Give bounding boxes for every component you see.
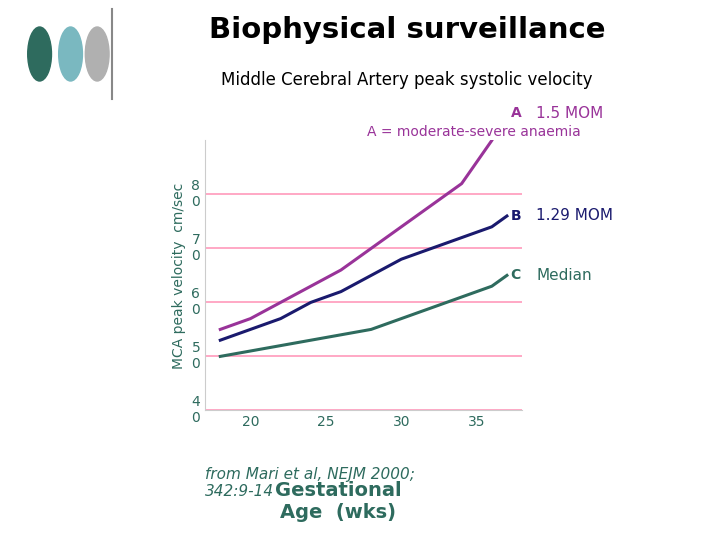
- Text: C: C: [510, 268, 521, 282]
- Text: 1.29 MOM: 1.29 MOM: [536, 208, 613, 224]
- Text: A: A: [510, 106, 521, 120]
- Ellipse shape: [59, 27, 82, 81]
- Text: 1.5 MOM: 1.5 MOM: [536, 106, 603, 121]
- Ellipse shape: [27, 27, 52, 81]
- Text: Median: Median: [536, 268, 592, 283]
- Y-axis label: MCA peak velocity  cm/sec: MCA peak velocity cm/sec: [172, 183, 186, 368]
- Text: B: B: [510, 209, 521, 223]
- Text: B = mild anaemia: B = mild anaemia: [367, 158, 492, 172]
- Text: Biophysical surveillance: Biophysical surveillance: [209, 16, 605, 44]
- Text: Middle Cerebral Artery peak systolic velocity: Middle Cerebral Artery peak systolic vel…: [221, 71, 593, 89]
- Text: C = no anaemia: C = no anaemia: [367, 193, 480, 207]
- Ellipse shape: [86, 27, 109, 81]
- Text: from Mari et al, NEJM 2000;
342:9-14: from Mari et al, NEJM 2000; 342:9-14: [205, 467, 415, 499]
- Text: A = moderate-severe anaemia: A = moderate-severe anaemia: [367, 125, 581, 139]
- Text: Gestational
Age  (wks): Gestational Age (wks): [275, 481, 402, 522]
